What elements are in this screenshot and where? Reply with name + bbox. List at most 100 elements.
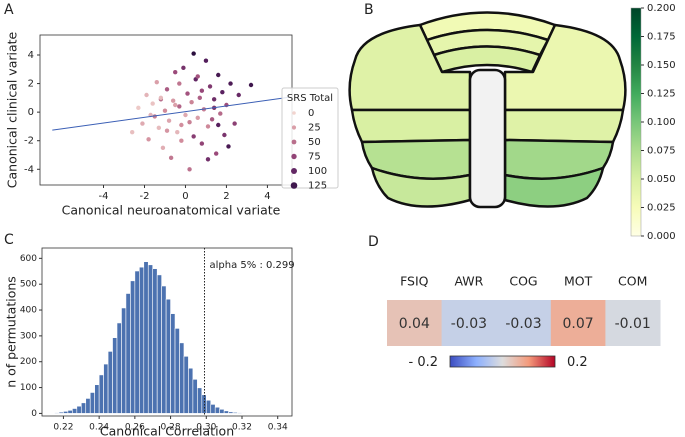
bar xyxy=(80,402,87,414)
bar xyxy=(214,406,220,414)
y-tick-label: 500 xyxy=(20,280,37,290)
x-tick-label: 2 xyxy=(223,191,229,202)
x-tick-label: 0.32 xyxy=(232,423,252,433)
point xyxy=(173,69,178,75)
point xyxy=(175,129,180,135)
column-label: AWR xyxy=(454,274,483,289)
region xyxy=(348,23,472,112)
point xyxy=(213,151,219,156)
point xyxy=(220,89,225,95)
point xyxy=(216,122,221,128)
column-label: FSIQ xyxy=(400,274,429,289)
x-tick-label: 0.26 xyxy=(125,423,145,433)
point xyxy=(187,167,192,172)
y-tick-label: 4 xyxy=(28,50,34,61)
y-tick-label: -4 xyxy=(24,164,34,175)
cell-value: 0.04 xyxy=(399,316,430,332)
cell-value: -0.01 xyxy=(615,316,651,332)
x-tick-label: -4 xyxy=(99,191,109,202)
fit-line xyxy=(52,96,291,131)
legend-key xyxy=(291,139,297,145)
bar xyxy=(188,367,194,414)
bar xyxy=(170,313,176,414)
bar xyxy=(54,412,60,414)
point xyxy=(179,138,184,143)
cell-value: -0.03 xyxy=(451,316,487,332)
panel-label: D xyxy=(368,234,379,250)
point xyxy=(232,121,237,126)
colorbar-tick-label: 0.100 xyxy=(647,117,676,128)
point xyxy=(162,108,168,113)
x-tick-label: 0.28 xyxy=(161,423,181,433)
bar xyxy=(112,337,118,414)
bar xyxy=(147,264,154,414)
bar xyxy=(85,398,91,414)
y-tick-label: 2 xyxy=(28,79,34,90)
point xyxy=(170,98,176,103)
legend-label: 50 xyxy=(308,137,321,148)
colorbar-tick-label: 0.050 xyxy=(647,174,676,185)
plot-frame xyxy=(41,247,293,417)
y-tick-label: 100 xyxy=(20,383,37,393)
region xyxy=(350,108,472,144)
point xyxy=(226,144,231,149)
point xyxy=(209,117,215,122)
region xyxy=(432,45,542,74)
y-tick-label: 0 xyxy=(28,107,34,118)
bar xyxy=(165,298,171,414)
legend-key xyxy=(291,125,297,130)
y-tick-label: -2 xyxy=(24,136,34,147)
region xyxy=(503,166,605,208)
legend-label: 125 xyxy=(308,181,327,192)
bar xyxy=(156,274,162,414)
bar xyxy=(205,399,212,414)
bar xyxy=(94,384,100,414)
bar xyxy=(210,404,216,414)
point xyxy=(199,88,205,93)
legend-key xyxy=(291,168,297,174)
bar xyxy=(134,270,140,414)
point xyxy=(154,79,159,85)
column-label: MOT xyxy=(564,274,593,289)
point xyxy=(216,72,221,78)
bar xyxy=(63,411,69,414)
point xyxy=(191,134,196,139)
point xyxy=(164,128,170,133)
bar xyxy=(107,351,113,414)
y-axis-label: Canonical clinical variate xyxy=(5,31,20,188)
bar xyxy=(232,412,238,414)
panel-label: B xyxy=(364,2,374,18)
y-tick-label: 600 xyxy=(20,254,37,264)
point xyxy=(156,125,162,131)
colorbar-tick-label: 0.025 xyxy=(647,203,676,214)
bar xyxy=(174,328,180,414)
colorbar-tick-label: 0.2 xyxy=(567,355,588,370)
point xyxy=(197,95,203,101)
legend-title: SRS Total xyxy=(287,93,333,104)
point xyxy=(236,92,241,98)
bar xyxy=(183,355,189,414)
point xyxy=(164,87,170,92)
point xyxy=(187,119,192,125)
point xyxy=(166,118,172,123)
point xyxy=(173,102,178,108)
bar xyxy=(143,261,149,414)
point xyxy=(203,58,209,63)
bar xyxy=(103,363,109,414)
bar xyxy=(152,268,158,414)
column-label: COG xyxy=(509,274,537,289)
y-tick-label: 0 xyxy=(31,409,37,419)
x-axis-label: Canonical Correlation xyxy=(100,424,234,437)
bar xyxy=(116,322,122,414)
y-tick-label: 400 xyxy=(20,306,37,316)
colorbar xyxy=(449,355,556,368)
region xyxy=(370,166,472,208)
cell-value: -0.03 xyxy=(505,316,541,332)
point xyxy=(129,129,135,135)
point xyxy=(140,121,145,126)
x-tick-label: 0.34 xyxy=(268,423,288,433)
x-tick-label: 0.24 xyxy=(89,423,109,433)
point xyxy=(177,81,182,86)
point xyxy=(218,111,223,116)
bar xyxy=(67,410,73,414)
